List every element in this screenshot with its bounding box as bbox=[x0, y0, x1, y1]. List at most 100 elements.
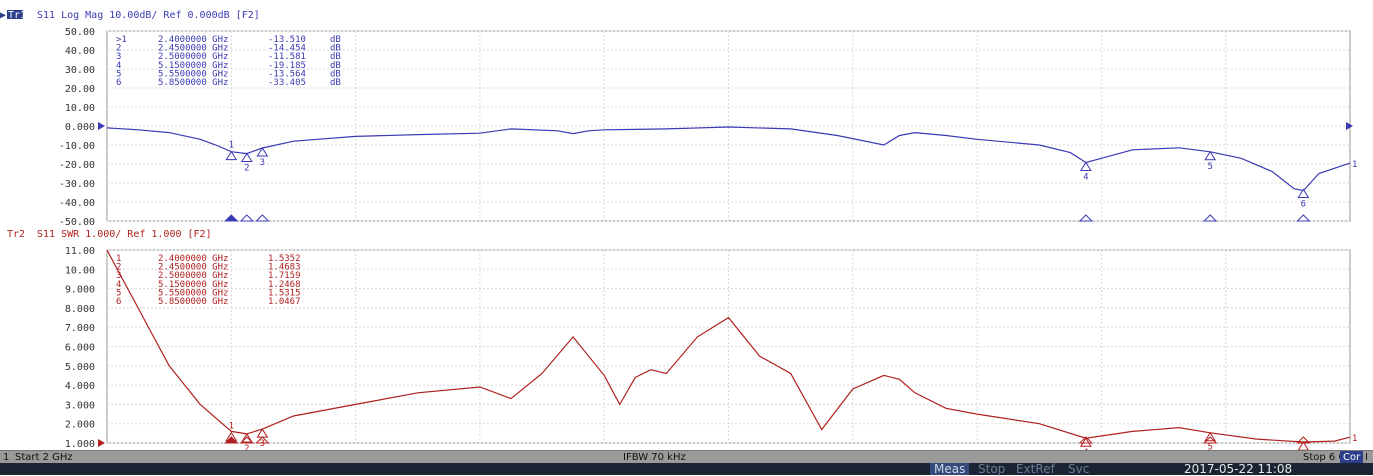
tr2-marker-table-cell: 1.2468 bbox=[268, 280, 301, 290]
stop-frequency[interactable]: Stop 6 GHz bbox=[1303, 452, 1359, 463]
tr2-marker-table-cell: 2.5000000 GHz bbox=[158, 271, 228, 281]
tr1-marker-table-cell: dB bbox=[330, 61, 341, 71]
tr2-title: S11 SWR 1.000/ Ref 1.000 [F2] bbox=[37, 229, 212, 240]
tr2-y-tick-label: 1.000 bbox=[65, 439, 95, 450]
tr1-active-highlight bbox=[7, 10, 23, 19]
tr1-y-tick-label: -30.00 bbox=[59, 179, 95, 190]
tr1-marker-position-indicator bbox=[239, 214, 255, 222]
tr1-marker-position-indicator bbox=[1202, 214, 1218, 222]
tr1-marker-table-cell: 5.1500000 GHz bbox=[158, 61, 228, 71]
tr1-marker-table-cell: 5.5500000 GHz bbox=[158, 69, 228, 79]
tr2-y-tick-label: 8.000 bbox=[65, 304, 95, 315]
tr1-trace-line bbox=[106, 126, 1351, 192]
tr1-label[interactable]: Tr1 bbox=[8, 10, 26, 21]
tr1-y-tick-label: 30.00 bbox=[65, 65, 95, 76]
tr2-marker-position-indicator bbox=[255, 436, 270, 444]
tr2-marker-table-cell: 1 bbox=[116, 254, 121, 264]
channel-number: 1 bbox=[3, 452, 10, 463]
tr2-marker-table-cell: 1.5315 bbox=[268, 288, 301, 298]
tr1-y-tick-label: 0.000 bbox=[65, 122, 95, 133]
tr1-marker-number: 5 bbox=[1207, 162, 1212, 172]
tr1-marker-table-cell: -14.454 bbox=[268, 44, 306, 54]
tr2-marker-table-cell: 1.7159 bbox=[268, 271, 301, 281]
tr1-marker-table-cell: 3 bbox=[116, 52, 121, 62]
tr1-y-tick-label: 10.00 bbox=[65, 103, 95, 114]
tr1-marker-table-cell: 2.4000000 GHz bbox=[158, 35, 228, 45]
ifbw-readout[interactable]: IFBW 70 kHz bbox=[623, 452, 686, 463]
tr2-y-tick-label: 11.00 bbox=[65, 246, 95, 257]
tr1-marker-number: 6 bbox=[1301, 199, 1306, 209]
tr2-marker-position-indicator bbox=[1078, 436, 1094, 444]
tr2-marker-position-indicator bbox=[239, 436, 255, 444]
tr1-ref-arrow-icon bbox=[98, 122, 105, 130]
tr1-marker-triangle bbox=[240, 152, 253, 162]
tr2-marker-triangle bbox=[1079, 437, 1092, 447]
tr1-marker-table-cell: 5 bbox=[116, 69, 121, 79]
tr1-marker-position-indicator bbox=[1078, 214, 1094, 222]
bottom-bar: Meas Stop ExtRef Svc 2017-05-22 11:08 bbox=[0, 463, 1373, 475]
tr1-active-icon: ▶ bbox=[0, 10, 6, 21]
extref-button[interactable]: ExtRef bbox=[1016, 462, 1055, 476]
tr1-marker-position-indicator bbox=[224, 214, 239, 222]
status-trailing: I bbox=[1365, 452, 1368, 463]
tr1-marker-table-cell: 2 bbox=[116, 44, 121, 54]
tr1-y-tick-label: 40.00 bbox=[65, 46, 95, 57]
svc-button[interactable]: Svc bbox=[1068, 462, 1090, 476]
vna-display: ▶ Tr1 S11 Log Mag 10.00dB/ Ref 0.000dB [… bbox=[0, 10, 1358, 450]
tr1-y-tick-label: -40.00 bbox=[59, 198, 95, 209]
tr1-marker-table-cell: dB bbox=[330, 78, 341, 88]
tr2-marker-number: 3 bbox=[260, 439, 265, 449]
tr1-marker-table-cell: -33.405 bbox=[268, 78, 306, 88]
start-frequency[interactable]: Start 2 GHz bbox=[15, 452, 73, 463]
tr2-marker-position-indicator bbox=[224, 436, 239, 444]
tr2-y-tick-label: 3.000 bbox=[65, 400, 95, 411]
tr1-marker-table-cell: -13.510 bbox=[268, 35, 306, 45]
status-bar: 1 Start 2 GHz IFBW 70 kHz Stop 6 GHz Cor… bbox=[0, 450, 1373, 464]
tr1-marker-triangle bbox=[1204, 150, 1217, 161]
datetime-readout: 2017-05-22 11:08 bbox=[1184, 462, 1293, 476]
tr2-marker-position-indicator bbox=[1296, 436, 1311, 444]
tr2-marker-table-cell: 1.0467 bbox=[268, 297, 301, 307]
tr1-plot-panel[interactable]: 50.00 40.00 30.00 20.00 10.00 0.000 -10.00 -20.… bbox=[59, 27, 1358, 228]
tr2-plot-panel[interactable]: 11.00 10.00 9.000 8.000 7.000 6.000 5.000 4.000… bbox=[65, 246, 1358, 450]
tr1-marker-table-cell: dB bbox=[330, 44, 341, 54]
tr1-marker-table-cell: 4 bbox=[116, 61, 121, 71]
tr1-marker-table-cell: dB bbox=[330, 35, 341, 45]
correction-badge: Cor bbox=[1340, 451, 1364, 464]
tr1-marker-triangle bbox=[256, 147, 269, 157]
tr1-marker-table-cell: >1 bbox=[116, 35, 127, 45]
tr2-marker-table-cell: 6 bbox=[116, 297, 121, 307]
tr2-marker-table-cell: 5.8500000 GHz bbox=[158, 297, 228, 307]
tr1-marker-table-cell: 6 bbox=[116, 78, 121, 88]
tr1-marker-table-cell: 5.8500000 GHz bbox=[158, 78, 228, 88]
tr2-marker-position-indicator bbox=[1202, 436, 1218, 444]
tr2-y-tick-label: 10.00 bbox=[65, 265, 95, 276]
tr2-y-tick-label: 5.000 bbox=[65, 362, 95, 373]
tr2-marker-number: 1 bbox=[229, 422, 234, 432]
tr2-trace-end-label: 1 bbox=[1352, 434, 1357, 444]
tr2-marker-table-cell: 3 bbox=[116, 271, 121, 281]
tr2-ref-arrow-icon bbox=[98, 439, 105, 447]
tr1-marker-table-cell: -19.185 bbox=[268, 61, 306, 71]
tr1-marker-position-indicator bbox=[1296, 214, 1311, 222]
meas-button[interactable]: Meas bbox=[930, 463, 970, 475]
tr1-marker-number: 1 bbox=[229, 141, 234, 151]
tr1-marker-triangle bbox=[1297, 188, 1310, 198]
tr2-label[interactable]: Tr2 bbox=[7, 229, 25, 240]
tr1-marker-number: 2 bbox=[244, 163, 249, 173]
tr2-marker-table-cell: 1.4683 bbox=[268, 263, 301, 273]
tr1-trace-end-label: 1 bbox=[1352, 160, 1357, 170]
tr1-marker-number: 4 bbox=[1083, 172, 1088, 182]
tr1-y-tick-label: -20.00 bbox=[59, 160, 95, 171]
tr1-y-tick-label: -50.00 bbox=[59, 217, 95, 228]
tr2-marker-table-cell: 4 bbox=[116, 280, 121, 290]
tr2-marker-table-cell: 5.1500000 GHz bbox=[158, 280, 228, 290]
tr1-title: S11 Log Mag 10.00dB/ Ref 0.000dB [F2] bbox=[37, 10, 260, 21]
tr1-marker-number: 3 bbox=[260, 158, 265, 168]
stop-button[interactable]: Stop bbox=[978, 462, 1006, 476]
tr2-marker-triangle bbox=[1297, 441, 1309, 450]
tr2-marker-table-cell: 2.4500000 GHz bbox=[158, 263, 228, 273]
tr2-marker-table-cell: 5 bbox=[116, 288, 121, 298]
tr1-marker-table-cell: 2.5000000 GHz bbox=[158, 52, 228, 62]
tr1-marker-table-cell: dB bbox=[330, 69, 341, 79]
